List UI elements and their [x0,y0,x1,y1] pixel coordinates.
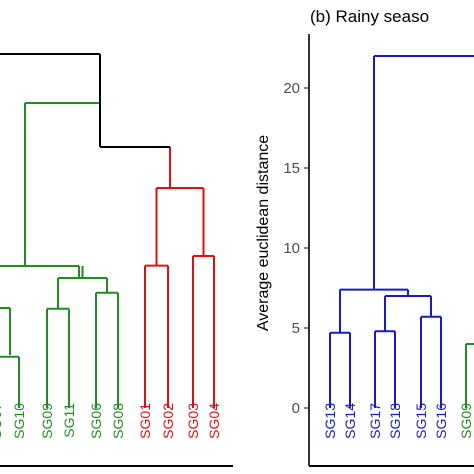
leaf-label: SG15 [413,403,429,439]
panel-a-links [0,53,215,408]
y-tick-label: 15 [283,160,300,177]
leaf-label: SG07 [0,403,4,439]
leaf-label: SG01 [137,403,153,439]
panel-b-leaf-labels: SG13 SG14 SG17 SG18 SG15 SG16 SG09 [322,403,474,439]
leaf-label: SG14 [342,403,358,439]
leaf-label: SG13 [322,403,338,439]
panel-b-title: (b) Rainy seaso [310,7,429,26]
y-tick-label: 0 [292,400,300,417]
leaf-label: SG03 [185,403,201,439]
leaf-label: SG06 [88,403,104,439]
y-tick-label: 20 [283,80,300,97]
leaf-label: SG11 [61,403,77,438]
panel-a-leaf-labels: SG07 SG10 SG09 SG11 SG06 SG08 SG01 SG02 SG03 SG04 [0,403,222,439]
panel-a-dendrogram: SG07 SG10 SG09 SG11 SG06 SG08 SG01 SG02 SG03 SG04 [0,53,233,467]
panel-b-dendrogram: (b) Rainy seaso Average euclidean distan… [255,7,474,467]
panel-b-y-ticks: 0 5 10 15 20 [283,80,309,417]
leaf-label: SG10 [11,403,27,439]
leaf-label: SG09 [39,403,55,439]
leaf-label: SG09 [458,403,474,439]
panel-b-y-axis-title: Average euclidean distance [255,135,272,331]
leaf-label: SG18 [387,403,403,439]
leaf-label: SG02 [160,403,176,439]
y-tick-label: 10 [283,240,300,257]
y-tick-label: 5 [292,320,300,337]
leaf-label: SG08 [110,403,126,439]
panel-b-links [329,55,474,408]
leaf-label: SG17 [367,403,383,439]
leaf-label: SG04 [206,403,222,439]
leaf-label: SG16 [433,403,449,439]
